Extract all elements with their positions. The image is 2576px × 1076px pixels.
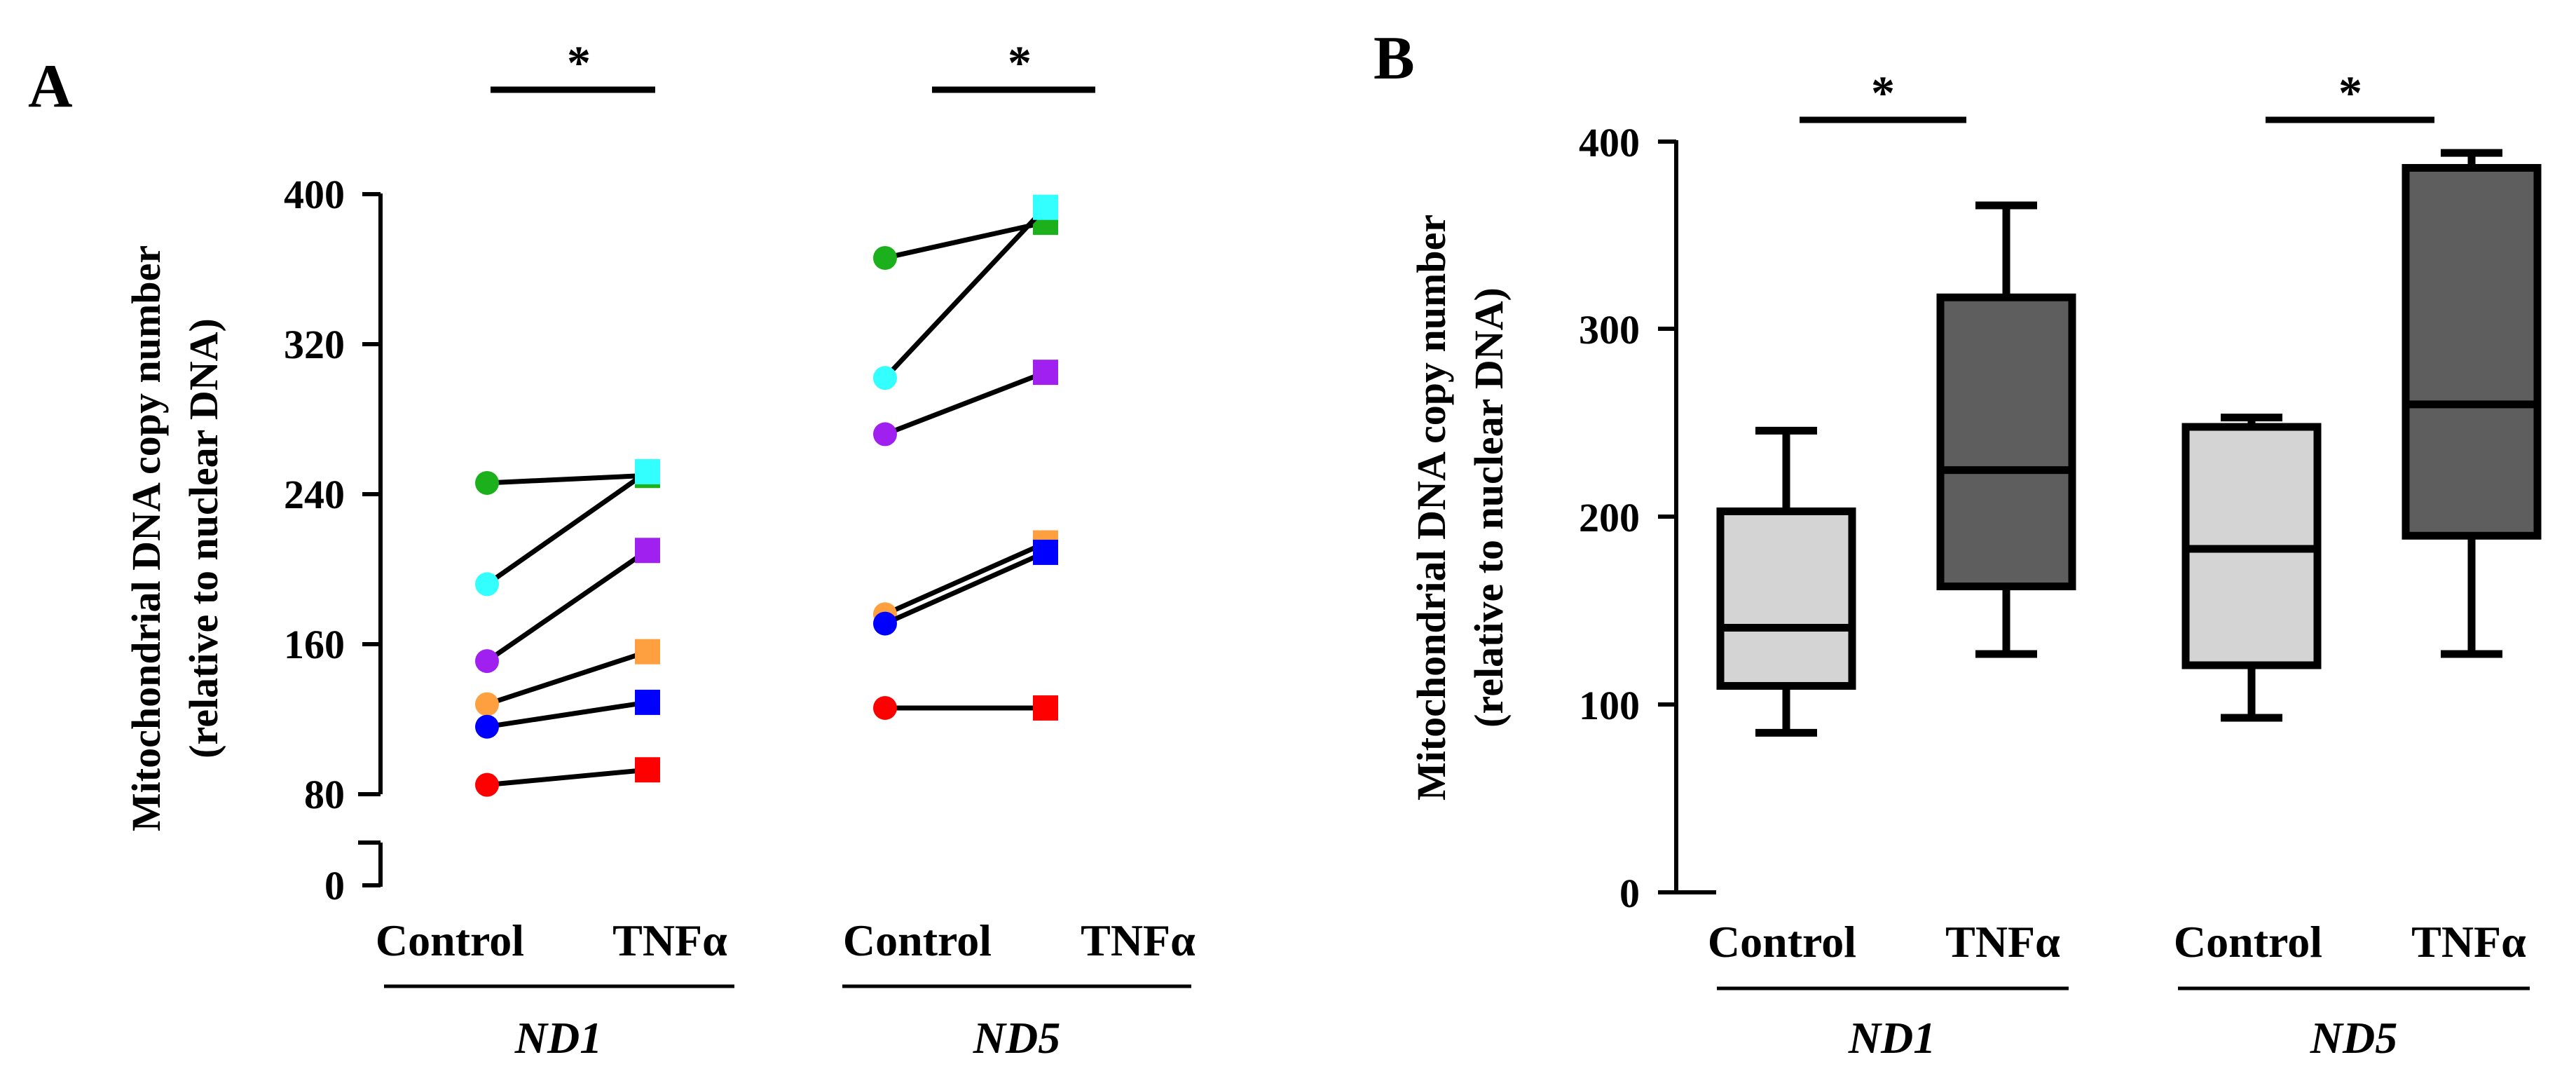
panel-a-nd1-tnf-point-1 [635,458,660,484]
panel-a-ylabel-line1: Mitochondrial DNA copy number [123,245,169,831]
panel-a: A Mitochondrial DNA copy number (relativ… [28,36,1195,1063]
panel-a-nd1-pair-line-4 [486,700,648,730]
panel-a-ytick-label-160: 160 [284,622,345,667]
panel-b-ytick-label-0: 0 [1619,871,1640,916]
panel-b-y-ticks: 0 100 200 300 400 [1579,120,1676,916]
panel-b-letter: B [1373,25,1415,93]
panel-a-nd1-control-point-2 [475,649,499,674]
panel-b-ylabel-line2: (relative to nuclear DNA) [1466,287,1512,728]
panel-a-nd1-pair-line-0 [486,472,648,486]
panel-a-group-label-nd5: ND5 [973,1013,1060,1063]
panel-a-ytick-label-80: 80 [304,772,345,817]
panel-a-y-ticks: 0 80 160 240 320 400 [284,172,381,908]
panel-a-nd1-pair-line-3 [486,649,649,707]
panel-a-nd1-control-point-1 [475,572,499,597]
panel-a-ylabel-line2: (relative to nuclear DNA) [181,318,226,758]
panel-b-nd1-control-box [1716,507,1856,690]
panel-b-ytick-label-200: 200 [1579,495,1640,540]
panel-b-xlabel-nd1-control: Control [1708,917,1856,967]
panel-a-ytick-label-400: 400 [284,172,345,217]
panel-a-letter: A [28,53,73,121]
panel-b-ytick-label-400: 400 [1579,120,1640,165]
panel-a-nd1-pair-line-5 [486,767,648,788]
panel-b-ytick-label-300: 300 [1579,307,1640,353]
panel-a-nd5-control-point-2 [873,422,897,447]
panel-a-nd5-pair-line-4 [884,550,1047,626]
panel-b-xlabel-nd5-tnf: TNFα [2411,917,2526,967]
panel-b-ytick-label-100: 100 [1579,683,1640,728]
panel-a-nd1-pair-line-2 [486,548,649,663]
panel-b-ylabel-line1: Mitochondrial DNA copy number [1409,214,1454,801]
panel-a-xlabel-nd5-control: Control [843,915,992,965]
panel-a-nd5-pair-line-1 [883,205,1048,380]
panel-b-xlabel-nd5-control: Control [2174,917,2322,967]
panel-a-nd5-tnf-point-2 [1033,360,1058,386]
panel-a-nd5-pair-line-2 [884,369,1047,437]
panel-a-ytick-label-240: 240 [284,472,345,517]
panel-a-nd5-control-point-0 [873,245,897,270]
panel-a-paired-points [475,194,1058,797]
panel-a-nd5-pair-line-0 [884,219,1046,261]
panel-a-xlabel-nd5-tnf: TNFα [1081,915,1195,965]
panel-a-nd5-tnf-point-4 [1033,539,1058,565]
panel-b-nd1-tnf-box [1936,293,2076,591]
panel-a-ytick-label-320: 320 [284,322,345,367]
panel-a-nd1-control-point-3 [475,692,499,716]
panel-a-nd1-tnf-point-5 [635,757,660,783]
panel-a-sig-star-nd1: * [567,36,591,89]
panel-a-nd1-tnf-point-2 [635,538,660,564]
panel-a-nd5-tnf-point-5 [1033,695,1058,721]
panel-a-nd5-tnf-point-1 [1033,194,1058,220]
panel-a-nd5-control-point-5 [873,695,897,720]
panel-b: B Mitochondrial DNA copy number (relativ… [1373,25,2542,1063]
panel-a-nd1-control-point-4 [475,714,499,739]
panel-b-sig-star-nd1: * [1871,66,1895,119]
panel-a-nd5-control-point-4 [873,611,897,636]
panel-a-ytick-label-0: 0 [324,863,345,908]
panel-a-nd5-pair-line-3 [884,540,1047,617]
panel-a-nd1-tnf-point-4 [635,689,660,715]
panel-a-group-label-nd1: ND1 [514,1013,602,1063]
panel-a-xlabel-nd1-control: Control [376,915,524,965]
panel-a-sig-star-nd5: * [1008,36,1032,89]
panel-b-nd5-tnf-box [2402,163,2542,540]
panel-a-nd1-tnf-point-3 [635,639,660,665]
panel-b-group-label-nd1: ND1 [1848,1013,1936,1063]
panel-a-xlabel-nd1-tnf: TNFα [612,915,727,965]
panel-a-nd1-pair-line-1 [485,470,650,587]
panel-b-sig-star-nd5: * [2338,66,2362,119]
panel-b-xlabel-nd1-tnf: TNFα [1945,917,2060,967]
panel-a-nd1-control-point-5 [475,772,499,797]
panel-b-boxplots [1716,149,2542,737]
panel-a-nd5-control-point-1 [873,366,897,390]
panel-a-nd1-control-point-0 [475,470,499,495]
panel-b-group-label-nd5: ND5 [2310,1013,2397,1063]
